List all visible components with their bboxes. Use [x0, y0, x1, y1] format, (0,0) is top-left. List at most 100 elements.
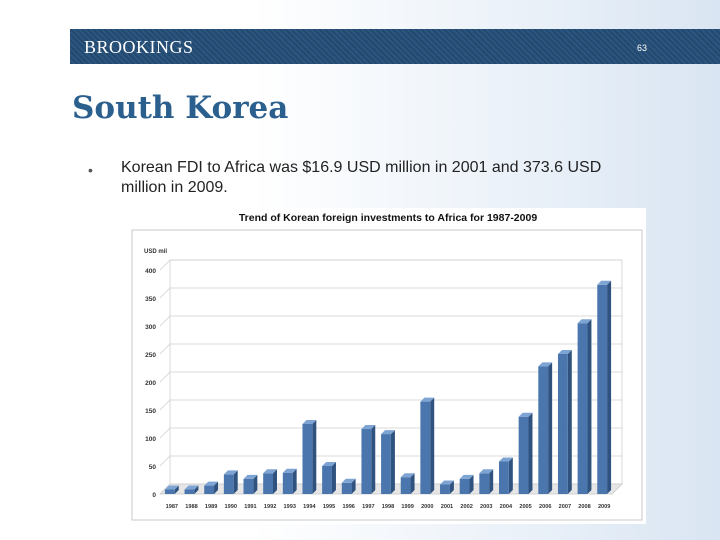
bar-top	[597, 280, 612, 285]
bar-top	[302, 420, 317, 424]
x-tick-label: 2000	[421, 504, 433, 510]
bar-side	[390, 430, 395, 494]
bar-side	[233, 470, 238, 494]
bar-top	[263, 469, 277, 474]
gridline	[159, 427, 622, 439]
x-tick-label: 2003	[480, 504, 492, 510]
x-tick-label: 2001	[441, 504, 453, 510]
bar-side	[548, 362, 553, 494]
chart-title: Trend of Korean foreign investments to A…	[238, 212, 538, 224]
bar-side	[312, 420, 317, 494]
x-tick-label: 2008	[578, 504, 590, 510]
bar	[577, 323, 588, 494]
bar-side	[214, 481, 219, 494]
chart-frame	[131, 229, 643, 521]
gridline	[159, 399, 622, 411]
bar	[204, 485, 215, 494]
bar	[538, 366, 549, 494]
bar	[518, 416, 529, 494]
bar	[557, 354, 568, 494]
bar	[459, 478, 470, 494]
bar-side	[607, 280, 612, 494]
bar-top	[420, 397, 435, 402]
bar-top	[459, 474, 474, 479]
bar	[400, 477, 411, 494]
x-tick-label: 2005	[519, 504, 531, 510]
bar	[479, 473, 490, 494]
bar-side	[567, 350, 572, 494]
x-tick-label: 1996	[342, 504, 354, 510]
slide-title: South Korea	[72, 90, 289, 126]
bar-top	[499, 457, 513, 462]
bar-side	[273, 469, 277, 494]
bar	[361, 429, 372, 494]
x-tick-label: 2004	[500, 504, 513, 510]
bar	[597, 284, 608, 494]
bar-top	[440, 480, 454, 485]
bar	[499, 461, 509, 494]
y-tick-label: 50	[149, 464, 157, 471]
bar-side	[489, 469, 494, 494]
x-tick-label: 1987	[166, 504, 178, 510]
header-bar: BROOKINGS	[70, 29, 720, 64]
bar-side	[253, 474, 258, 494]
x-tick-label: 1998	[382, 504, 394, 510]
y-tick-label: 150	[145, 408, 156, 415]
gridline	[159, 287, 622, 299]
bar-top	[322, 462, 336, 466]
bar-side	[174, 485, 179, 494]
bar-top	[204, 481, 219, 486]
x-tick-label: 1992	[264, 504, 276, 510]
gridline	[159, 315, 622, 327]
bar-side	[410, 473, 415, 494]
bar-top	[184, 485, 199, 490]
x-tick-label: 1997	[362, 504, 374, 510]
bar	[223, 474, 234, 494]
x-tick-label: 2002	[460, 504, 472, 510]
gridline	[159, 343, 622, 355]
bar	[282, 472, 293, 494]
bar-chart: 0 50 100 150 200 250 300 350 400 USD mil 1987 1988 1…	[131, 229, 643, 521]
bar	[263, 473, 273, 494]
bar	[184, 489, 195, 494]
y-axis-label: USD mil	[144, 249, 167, 255]
gridline	[159, 371, 622, 383]
x-tick-label: 2009	[598, 504, 610, 510]
bar-side	[371, 425, 376, 494]
bar	[322, 466, 332, 494]
bar	[302, 424, 313, 494]
brand-logo: BROOKINGS	[84, 37, 194, 57]
y-tick-label: 200	[145, 380, 156, 387]
bar	[243, 478, 254, 494]
y-tick-label: 300	[145, 324, 156, 331]
bullet-marker: •	[88, 162, 93, 178]
x-tick-label: 1994	[303, 504, 316, 510]
bar-side	[508, 457, 513, 494]
bar-top	[361, 425, 376, 430]
gridline	[159, 259, 622, 271]
bar-side	[449, 480, 454, 494]
bar-side	[331, 462, 336, 494]
y-tick-label: 100	[145, 436, 156, 443]
y-tick-label: 350	[145, 296, 156, 303]
bar-top	[479, 469, 494, 474]
bar-top	[164, 485, 179, 490]
page-number: 63	[637, 43, 648, 53]
bullet-text: Korean FDI to Africa was $16.9 USD milli…	[121, 159, 602, 196]
x-tick-label: 1991	[244, 504, 256, 510]
bar-top	[381, 430, 395, 435]
x-tick-label: 1990	[225, 504, 237, 510]
bar-side	[194, 485, 199, 494]
x-tick-label: 1989	[205, 504, 217, 510]
bar-side	[292, 468, 297, 494]
bar-top	[557, 350, 572, 354]
y-tick-label: 250	[145, 352, 156, 359]
x-tick-label: 2007	[559, 504, 571, 510]
bar-side	[587, 319, 592, 494]
bar-top	[400, 473, 415, 478]
bar-side	[430, 397, 435, 494]
bar-top	[223, 470, 238, 475]
x-tick-label: 1999	[401, 504, 413, 510]
y-tick-label: 0	[152, 492, 156, 499]
bar	[164, 489, 175, 494]
